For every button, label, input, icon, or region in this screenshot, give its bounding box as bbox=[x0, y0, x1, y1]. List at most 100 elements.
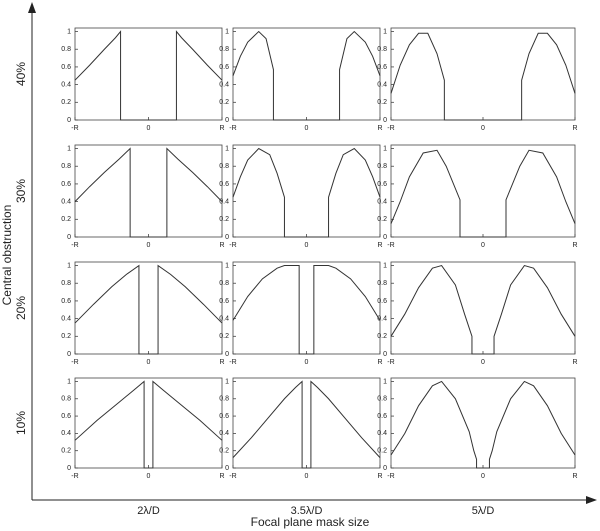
y-tick-label: 0.4 bbox=[377, 315, 387, 322]
y-tick-label: 0 bbox=[67, 465, 71, 472]
plot-frame bbox=[390, 144, 576, 238]
y-tick-label: 0.6 bbox=[61, 181, 71, 188]
y-tick-label: 0.8 bbox=[219, 280, 229, 287]
plot-frame bbox=[390, 377, 576, 469]
y-tick-label: 0.4 bbox=[61, 81, 71, 88]
plot-frame bbox=[390, 261, 576, 355]
y-tick-label: 0.4 bbox=[219, 315, 229, 322]
x-tick-label: -R bbox=[229, 242, 236, 249]
y-arrow-head bbox=[28, 2, 36, 13]
y-tick-label: 0.2 bbox=[219, 333, 229, 340]
y-tick-label: 0.8 bbox=[377, 46, 387, 53]
y-tick-label: 1 bbox=[383, 378, 387, 385]
x-tick-label: 0 bbox=[481, 473, 485, 480]
x-tick-label: -R bbox=[229, 473, 236, 480]
plot-frame bbox=[232, 261, 381, 355]
plot-frame bbox=[74, 27, 223, 121]
y-tick-label: 0.6 bbox=[219, 298, 229, 305]
plot-frame bbox=[232, 144, 381, 238]
y-tick-label: 0.4 bbox=[219, 81, 229, 88]
y-tick-label: 0.8 bbox=[61, 163, 71, 170]
x-tick-label: 0 bbox=[305, 125, 309, 132]
y-tick-label: 0.2 bbox=[61, 333, 71, 340]
y-tick-label: 0 bbox=[383, 351, 387, 358]
x-tick-label: R bbox=[377, 359, 382, 366]
y-tick-label: 0.2 bbox=[61, 99, 71, 106]
column-label: 3.5λ/D bbox=[291, 505, 323, 517]
x-tick-label: R bbox=[377, 473, 382, 480]
x-tick-label: 0 bbox=[147, 359, 151, 366]
y-tick-label: 0.4 bbox=[219, 198, 229, 205]
y-tick-label: 1 bbox=[67, 145, 71, 152]
x-tick-label: 0 bbox=[147, 242, 151, 249]
column-label: 5λ/D bbox=[472, 505, 495, 517]
plot-frame bbox=[390, 27, 576, 121]
x-tick-label: R bbox=[572, 473, 577, 480]
y-tick-label: 1 bbox=[67, 378, 71, 385]
y-tick-label: 0.2 bbox=[61, 448, 71, 455]
curve bbox=[390, 380, 576, 469]
y-tick-label: 0 bbox=[225, 234, 229, 241]
curve bbox=[232, 380, 381, 469]
y-tick-label: 0.2 bbox=[219, 448, 229, 455]
curve bbox=[232, 147, 381, 238]
curve bbox=[390, 149, 576, 238]
x-tick-label: 0 bbox=[481, 242, 485, 249]
y-tick-label: 0.6 bbox=[377, 413, 387, 420]
y-tick-label: 0.2 bbox=[377, 448, 387, 455]
y-tick-label: 0.8 bbox=[61, 280, 71, 287]
y-tick-label: 1 bbox=[383, 28, 387, 35]
x-tick-label: -R bbox=[71, 473, 78, 480]
y-tick-label: 1 bbox=[225, 262, 229, 269]
x-tick-label: -R bbox=[229, 125, 236, 132]
y-tick-label: 0.6 bbox=[219, 64, 229, 71]
x-tick-label: -R bbox=[387, 125, 394, 132]
y-tick-label: 0.6 bbox=[377, 64, 387, 71]
x-tick-label: -R bbox=[387, 359, 394, 366]
y-tick-label: 1 bbox=[383, 262, 387, 269]
curve bbox=[390, 32, 576, 121]
x-tick-label: R bbox=[572, 359, 577, 366]
curve bbox=[74, 264, 223, 355]
plot-frame bbox=[232, 377, 381, 469]
curve bbox=[74, 147, 223, 238]
y-tick-label: 0.8 bbox=[219, 163, 229, 170]
y-tick-label: 0 bbox=[67, 117, 71, 124]
y-tick-label: 0.6 bbox=[219, 413, 229, 420]
x-axis-label: Focal plane mask size bbox=[251, 515, 370, 529]
x-tick-label: R bbox=[572, 242, 577, 249]
y-tick-label: 0.6 bbox=[377, 181, 387, 188]
x-tick-label: -R bbox=[71, 359, 78, 366]
x-tick-label: 0 bbox=[305, 359, 309, 366]
y-tick-label: 0.4 bbox=[219, 430, 229, 437]
column-label: 2λ/D bbox=[137, 505, 160, 517]
x-tick-label: 0 bbox=[481, 125, 485, 132]
y-tick-label: 0.8 bbox=[219, 46, 229, 53]
y-tick-label: 0 bbox=[383, 234, 387, 241]
curve bbox=[74, 380, 223, 469]
curve bbox=[74, 30, 223, 121]
y-tick-label: 0.8 bbox=[61, 46, 71, 53]
x-tick-label: 0 bbox=[305, 242, 309, 249]
x-tick-label: R bbox=[377, 242, 382, 249]
y-tick-label: 0.8 bbox=[377, 163, 387, 170]
curve bbox=[390, 264, 576, 355]
y-tick-label: 0.6 bbox=[61, 298, 71, 305]
plot-frame bbox=[232, 27, 381, 121]
y-tick-label: 0.2 bbox=[219, 216, 229, 223]
y-tick-label: 0.6 bbox=[219, 181, 229, 188]
x-tick-label: R bbox=[219, 359, 224, 366]
x-tick-label: -R bbox=[387, 242, 394, 249]
row-label: 20% bbox=[14, 296, 28, 320]
y-tick-label: 0.4 bbox=[61, 315, 71, 322]
y-tick-label: 0.2 bbox=[61, 216, 71, 223]
y-tick-label: 0 bbox=[225, 117, 229, 124]
plot-frame bbox=[74, 144, 223, 238]
y-tick-label: 0.8 bbox=[61, 396, 71, 403]
plot-frame bbox=[74, 377, 223, 469]
y-tick-label: 0.2 bbox=[219, 99, 229, 106]
y-tick-label: 0.8 bbox=[219, 396, 229, 403]
y-tick-label: 0.4 bbox=[61, 198, 71, 205]
x-tick-label: 0 bbox=[305, 473, 309, 480]
